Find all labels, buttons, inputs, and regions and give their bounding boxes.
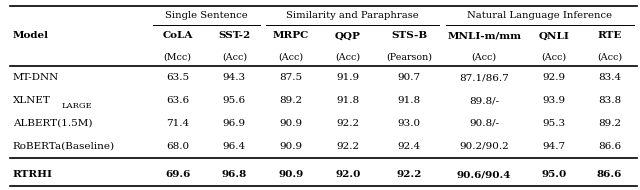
Text: (Acc): (Acc) — [278, 52, 303, 61]
Text: 91.9: 91.9 — [336, 73, 359, 82]
Text: CoLA: CoLA — [163, 32, 193, 40]
Text: 63.6: 63.6 — [166, 96, 189, 105]
Text: 89.2: 89.2 — [280, 96, 303, 105]
Text: 90.9: 90.9 — [280, 119, 303, 128]
Text: 95.6: 95.6 — [223, 96, 246, 105]
Text: 92.2: 92.2 — [397, 170, 422, 179]
Text: MNLI-m/mm: MNLI-m/mm — [447, 32, 521, 40]
Text: XLNET: XLNET — [13, 96, 51, 105]
Text: MT-DNN: MT-DNN — [13, 73, 59, 82]
Text: Single Sentence: Single Sentence — [164, 11, 248, 20]
Text: 96.8: 96.8 — [222, 170, 247, 179]
Text: MRPC: MRPC — [273, 32, 309, 40]
Text: ALBERT(1.5M): ALBERT(1.5M) — [13, 119, 92, 128]
Text: 89.2: 89.2 — [598, 119, 621, 128]
Text: 95.3: 95.3 — [543, 119, 566, 128]
Text: 94.7: 94.7 — [543, 142, 566, 151]
Text: 63.5: 63.5 — [166, 73, 189, 82]
Text: 90.7: 90.7 — [398, 73, 421, 82]
Text: Model: Model — [13, 32, 49, 40]
Text: 95.0: 95.0 — [541, 170, 566, 179]
Text: RoBERTa(Baseline): RoBERTa(Baseline) — [13, 142, 115, 151]
Text: 90.6/90.4: 90.6/90.4 — [457, 170, 511, 179]
Text: 92.2: 92.2 — [336, 142, 359, 151]
Text: 92.4: 92.4 — [398, 142, 421, 151]
Text: 83.4: 83.4 — [598, 73, 621, 82]
Text: 90.2/90.2: 90.2/90.2 — [460, 142, 509, 151]
Text: 96.4: 96.4 — [223, 142, 246, 151]
Text: LARGE: LARGE — [61, 101, 92, 110]
Text: RTE: RTE — [597, 32, 622, 40]
Text: 94.3: 94.3 — [223, 73, 246, 82]
Text: 71.4: 71.4 — [166, 119, 189, 128]
Text: 96.9: 96.9 — [223, 119, 246, 128]
Text: (Acc): (Acc) — [472, 52, 497, 61]
Text: 69.6: 69.6 — [165, 170, 191, 179]
Text: 89.8/-: 89.8/- — [469, 96, 499, 105]
Text: (Acc): (Acc) — [222, 52, 247, 61]
Text: Natural Language Inference: Natural Language Inference — [467, 11, 612, 20]
Text: 87.5: 87.5 — [280, 73, 303, 82]
Text: (Mcc): (Mcc) — [164, 52, 192, 61]
Text: 90.8/-: 90.8/- — [469, 119, 499, 128]
Text: 86.6: 86.6 — [597, 170, 622, 179]
Text: (Acc): (Acc) — [335, 52, 360, 61]
Text: 92.2: 92.2 — [336, 119, 359, 128]
Text: 92.9: 92.9 — [543, 73, 566, 82]
Text: 90.9: 90.9 — [278, 170, 304, 179]
Text: SST-2: SST-2 — [218, 32, 250, 40]
Text: 90.9: 90.9 — [280, 142, 303, 151]
Text: QNLI: QNLI — [539, 32, 570, 40]
Text: (Acc): (Acc) — [541, 52, 566, 61]
Text: 68.0: 68.0 — [166, 142, 189, 151]
Text: 86.6: 86.6 — [598, 142, 621, 151]
Text: 83.8: 83.8 — [598, 96, 621, 105]
Text: Similarity and Paraphrase: Similarity and Paraphrase — [286, 11, 419, 20]
Text: (Acc): (Acc) — [597, 52, 622, 61]
Text: 91.8: 91.8 — [398, 96, 421, 105]
Text: STS-B: STS-B — [391, 32, 428, 40]
Text: 91.8: 91.8 — [336, 96, 359, 105]
Text: RTRHI: RTRHI — [13, 170, 52, 179]
Text: 93.9: 93.9 — [543, 96, 566, 105]
Text: 92.0: 92.0 — [335, 170, 360, 179]
Text: QQP: QQP — [335, 32, 361, 40]
Text: 87.1/86.7: 87.1/86.7 — [460, 73, 509, 82]
Text: (Pearson): (Pearson) — [387, 52, 433, 61]
Text: 93.0: 93.0 — [398, 119, 421, 128]
